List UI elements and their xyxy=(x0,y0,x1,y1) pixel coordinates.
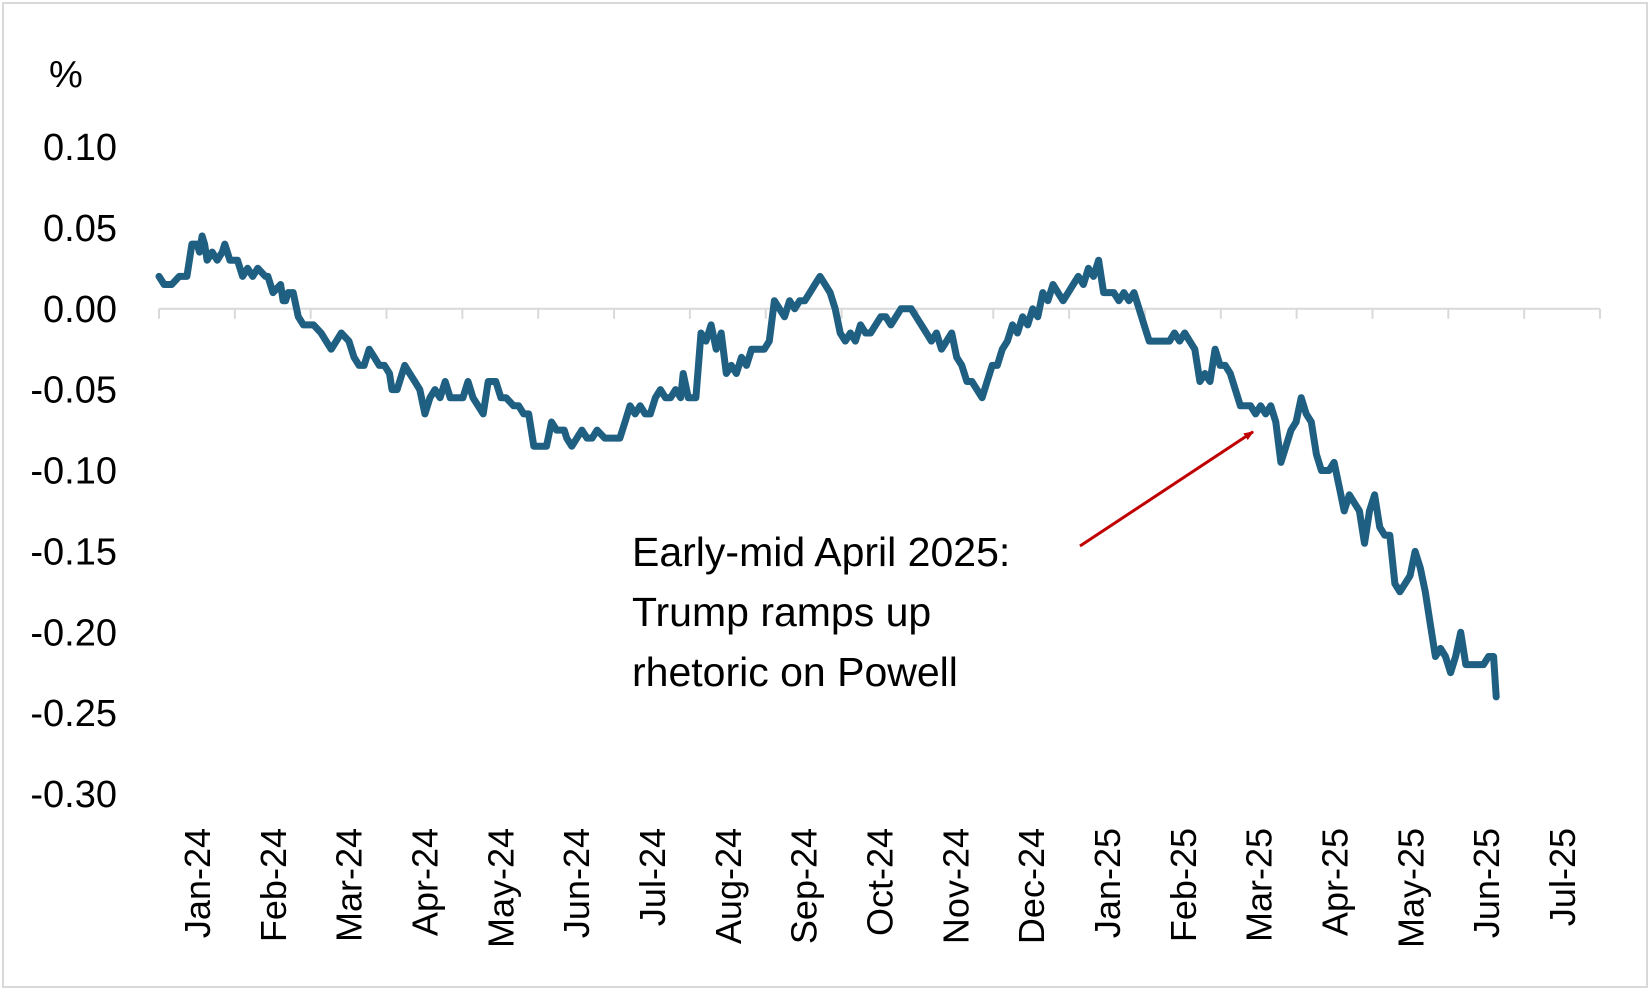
x-tick-label: Jan-24 xyxy=(177,828,218,938)
x-axis-tick-labels: Jan-24 Feb-24 Mar-24 Apr-24 May-24 Jun-24 Jul-… xyxy=(177,828,1583,948)
y-unit-label: % xyxy=(49,54,83,96)
annotation: Early-mid April 2025: Trump ramps up rheto… xyxy=(632,430,1254,695)
y-tick-label: -0.05 xyxy=(30,370,117,412)
x-tick-label: Mar-25 xyxy=(1239,828,1280,942)
y-tick-label: -0.15 xyxy=(30,531,117,573)
x-tick-label: Feb-25 xyxy=(1163,828,1204,942)
x-tick-label: Sep-24 xyxy=(784,828,825,944)
annotation-text-line: Early-mid April 2025: xyxy=(632,529,1010,575)
x-axis xyxy=(158,307,1601,319)
x-tick-label: Jun-24 xyxy=(556,828,597,938)
series-group xyxy=(155,232,1500,701)
y-axis-ticks: 0.10 0.05 0.00 -0.05 -0.10 -0.15 -0.20 -0.25 -0.… xyxy=(30,127,117,816)
y-tick-label: -0.10 xyxy=(30,451,117,493)
y-tick-label: 0.05 xyxy=(43,208,117,250)
y-tick-label: 0.10 xyxy=(43,127,117,169)
x-tick-label: Apr-25 xyxy=(1315,828,1356,936)
annotation-arrow xyxy=(1079,430,1254,548)
x-tick-label: Jan-25 xyxy=(1087,828,1128,938)
x-tick-label: Jul-24 xyxy=(632,828,673,926)
y-tick-label: 0.00 xyxy=(43,289,117,331)
x-tick-label: May-25 xyxy=(1390,828,1431,948)
series-line xyxy=(155,232,1500,701)
x-tick-label: Nov-24 xyxy=(935,828,976,944)
x-tick-label: Aug-24 xyxy=(708,828,749,944)
x-tick-label: Dec-24 xyxy=(1011,828,1052,944)
x-tick-label: Mar-24 xyxy=(329,828,370,942)
x-tick-label: Jun-25 xyxy=(1466,828,1507,938)
y-tick-label: -0.30 xyxy=(30,774,117,816)
x-tick-label: Jul-25 xyxy=(1542,828,1583,926)
annotation-text-line: rhetoric on Powell xyxy=(632,649,958,695)
x-tick-label: Apr-24 xyxy=(404,828,445,936)
annotation-text-line: Trump ramps up xyxy=(632,589,931,635)
y-tick-label: -0.25 xyxy=(30,693,117,735)
y-tick-label: -0.20 xyxy=(30,612,117,654)
x-tick-label: May-24 xyxy=(480,828,521,948)
x-tick-label: Feb-24 xyxy=(253,828,294,942)
x-tick-label: Oct-24 xyxy=(860,828,901,936)
